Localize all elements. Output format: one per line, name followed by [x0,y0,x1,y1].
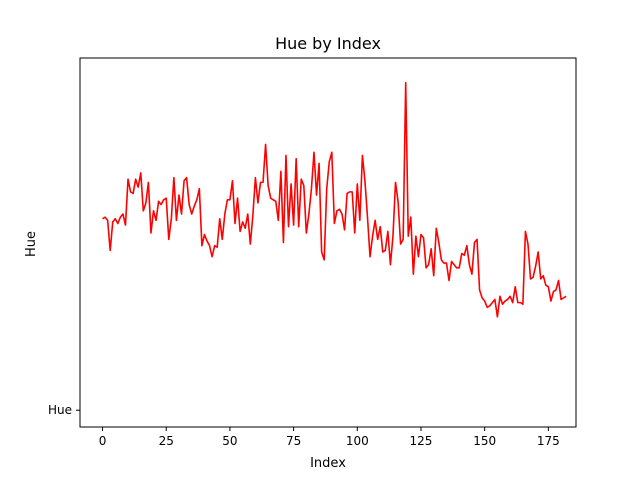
plot-frame [79,57,577,428]
x-tick-label: 75 [286,434,301,448]
y-tick-label: Hue [48,403,72,417]
x-tick-label: 100 [346,434,369,448]
x-axis-label: Index [310,456,346,471]
series-line-0 [102,81,567,318]
x-tick-label: 0 [99,434,107,448]
x-tick-label: 50 [222,434,237,448]
x-tick-label: 150 [473,434,496,448]
y-axis-label: Hue [24,231,39,257]
chart-title: Hue by Index [275,34,381,53]
plot-area [79,57,577,428]
x-tick-label: 125 [410,434,433,448]
x-axis-ticks: 0 25 50 75 100 125 150 175 [99,427,560,448]
y-axis-ticks: Hue [48,403,80,417]
x-tick-label: 175 [537,434,560,448]
series-layer [102,81,567,318]
x-tick-label: 25 [159,434,174,448]
